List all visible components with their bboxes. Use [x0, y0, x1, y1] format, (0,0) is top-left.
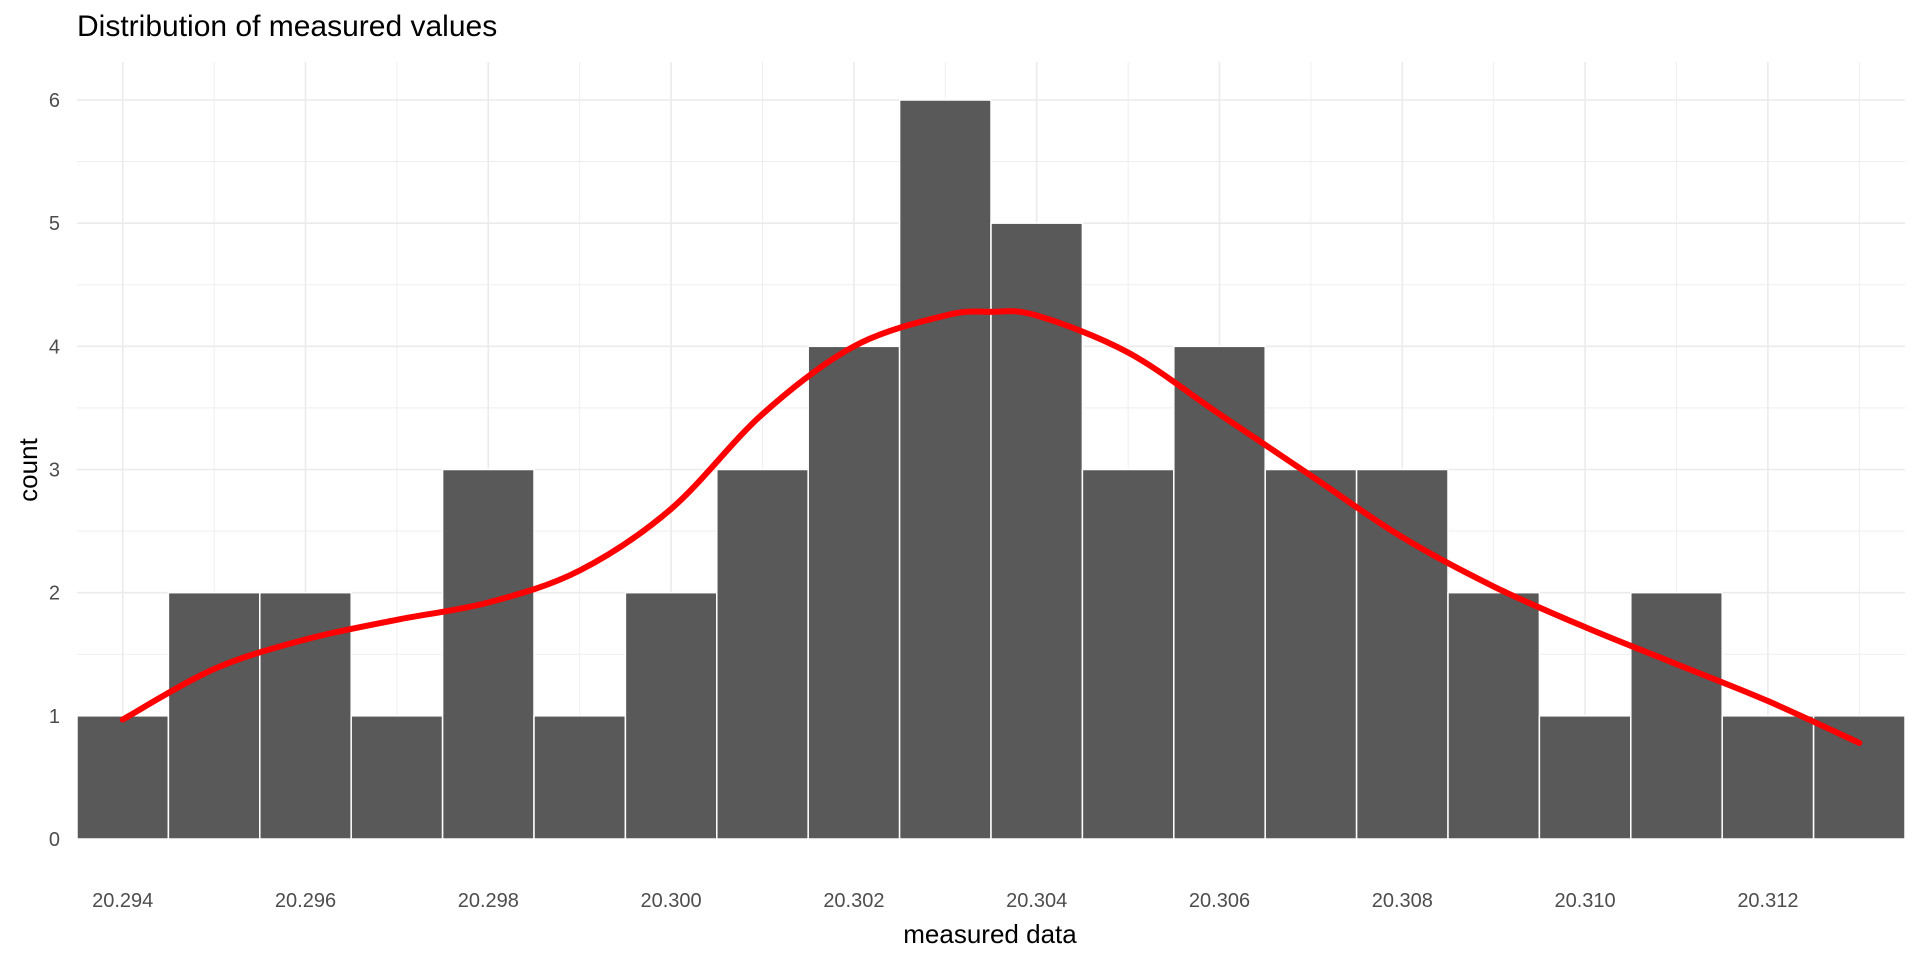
y-tick-label: 5: [49, 213, 60, 235]
histogram-bar: [533, 715, 627, 840]
curve-layer: [119, 308, 1863, 746]
histogram-bar: [1264, 468, 1358, 840]
histogram-bar: [441, 468, 535, 840]
histogram-bar: [807, 345, 901, 840]
histogram-bar: [1355, 468, 1449, 840]
y-tick-label: 2: [49, 583, 60, 605]
y-tick-label: 6: [49, 90, 60, 112]
histogram-bar: [1173, 345, 1266, 840]
histogram-bar: [1721, 715, 1815, 840]
x-tick-label: 20.302: [823, 890, 884, 912]
y-tick-label: 3: [49, 460, 60, 482]
y-tick-label: 4: [49, 336, 60, 358]
y-tick-label: 0: [49, 829, 60, 851]
histogram-bar: [1081, 468, 1175, 840]
y-tick-label: 1: [49, 706, 60, 728]
histogram-bar: [624, 591, 718, 840]
x-tick-label: 20.296: [275, 890, 336, 912]
x-tick-label: 20.312: [1737, 890, 1798, 912]
histogram-bar: [167, 591, 261, 840]
density-curve: [119, 308, 1863, 746]
x-tick-label: 20.294: [92, 890, 153, 912]
x-tick-label: 20.308: [1372, 890, 1433, 912]
x-axis-label: measured data: [903, 919, 1077, 949]
y-axis-label: count: [13, 437, 43, 501]
histogram-bar: [716, 468, 809, 840]
x-tick-label: 20.298: [458, 890, 519, 912]
histogram-bar: [1538, 715, 1632, 840]
histogram-bar: [350, 715, 444, 840]
bar-layer: [76, 99, 1906, 840]
x-tick-label: 20.306: [1189, 890, 1250, 912]
x-tick-label: 20.310: [1555, 890, 1616, 912]
histogram-bar: [1630, 591, 1723, 840]
histogram-bar: [1447, 591, 1541, 840]
axis-layer: 0 1 2 3 4 5 6 20.294 20.296 20.298 20.300 20.302 20.…: [49, 90, 1799, 912]
x-tick-label: 20.300: [641, 890, 702, 912]
histogram-bar: [1812, 715, 1906, 840]
histogram-bar: [76, 715, 170, 840]
x-tick-label: 20.304: [1006, 890, 1067, 912]
chart-title: Distribution of measured values: [77, 10, 498, 43]
histogram-bar: [898, 99, 992, 840]
